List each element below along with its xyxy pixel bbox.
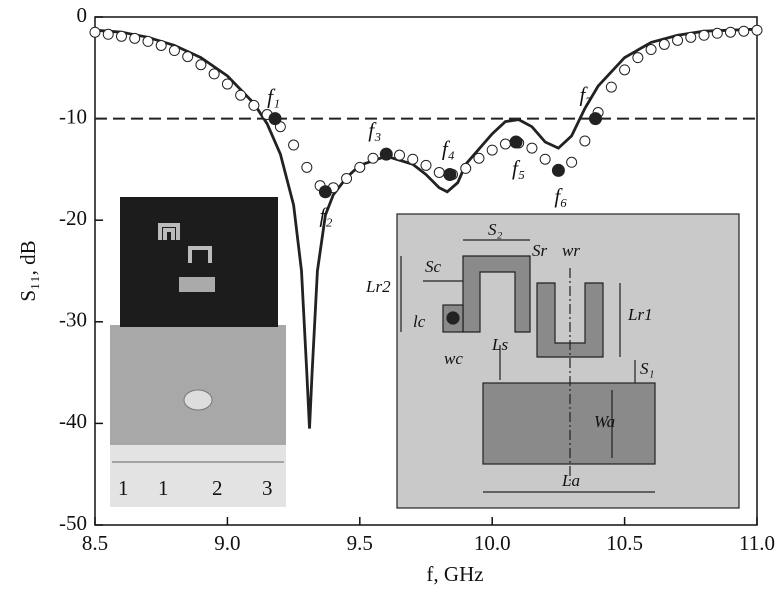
frequency-label: f₇	[579, 82, 592, 106]
frequency-point	[380, 148, 393, 161]
data-point	[487, 145, 497, 155]
y-tick-label: -40	[59, 409, 87, 433]
frequency-point	[589, 112, 602, 125]
data-point	[474, 153, 484, 163]
frequency-point	[319, 185, 332, 198]
data-point	[686, 32, 696, 42]
frequency-label: f₆	[554, 184, 567, 208]
diagram-label: S₂	[488, 220, 503, 239]
data-point	[726, 27, 736, 37]
photo-patch	[179, 277, 215, 292]
data-point	[712, 28, 722, 38]
patch	[483, 383, 655, 464]
data-point	[434, 167, 444, 177]
diagram-label: Wa	[594, 412, 615, 431]
data-point	[183, 52, 193, 62]
frequency-point	[269, 112, 282, 125]
diagram-label: Sc	[425, 257, 442, 276]
data-point	[395, 150, 405, 160]
data-point	[289, 140, 299, 150]
data-point	[739, 26, 749, 36]
diagram-label: Lr2	[365, 277, 391, 296]
data-point	[633, 53, 643, 63]
x-tick-label: 9.0	[214, 531, 240, 555]
data-point	[659, 39, 669, 49]
x-tick-label: 10.5	[606, 531, 643, 555]
data-point	[646, 45, 656, 55]
y-tick-label: -30	[59, 308, 87, 332]
data-point	[421, 160, 431, 170]
diagram-label: lc	[413, 312, 426, 331]
y-axis-label: S₁₁, dB	[16, 240, 40, 301]
data-point	[156, 40, 166, 50]
diagram-label: wc	[444, 349, 463, 368]
photo-ruler	[110, 445, 286, 507]
frequency-point	[552, 164, 565, 177]
diagram-label: S₁	[640, 359, 654, 378]
data-point	[249, 100, 259, 110]
data-point	[606, 82, 616, 92]
data-point	[342, 174, 352, 184]
y-tick-label: -20	[59, 206, 87, 230]
data-point	[620, 65, 630, 75]
photo-board	[120, 197, 278, 327]
photo-hole	[184, 390, 212, 410]
y-tick-label: 0	[77, 3, 88, 27]
data-point	[368, 153, 378, 163]
diagram-label: Ls	[491, 335, 508, 354]
data-point	[302, 162, 312, 172]
x-tick-label: 9.5	[347, 531, 373, 555]
data-point	[130, 33, 140, 43]
data-point	[500, 139, 510, 149]
diagram-label: La	[561, 471, 580, 490]
data-point	[355, 162, 365, 172]
data-point	[143, 36, 153, 46]
via	[447, 312, 459, 324]
data-point	[461, 163, 471, 173]
data-point	[236, 90, 246, 100]
data-point	[222, 79, 232, 89]
data-point	[196, 60, 206, 70]
data-point	[103, 29, 113, 39]
data-point	[408, 154, 418, 164]
ruler-label: 2	[212, 476, 223, 500]
x-axis-label: f, GHz	[426, 562, 483, 586]
frequency-point	[510, 135, 523, 148]
x-tick-label: 11.0	[739, 531, 775, 555]
x-tick-label: 10.0	[474, 531, 511, 555]
frequency-label: f₁	[267, 84, 280, 108]
frequency-point	[443, 168, 456, 181]
data-point	[567, 157, 577, 167]
frequency-label: f₂	[319, 204, 332, 228]
diagram-label: Sr	[532, 241, 548, 260]
data-point	[673, 35, 683, 45]
diagram-label: wr	[562, 241, 580, 260]
data-point	[580, 136, 590, 146]
ruler-label: 1	[158, 476, 169, 500]
data-point	[752, 25, 762, 35]
frequency-label: f₄	[442, 136, 455, 160]
y-tick-label: -50	[59, 511, 87, 535]
photo-metal	[110, 325, 286, 447]
ruler-label: 1	[118, 476, 129, 500]
data-point	[90, 27, 100, 37]
data-point	[209, 69, 219, 79]
chart: 1 1 2 3 S₂ Sc Sr wr Lr2 lc wc Ls Lr1 S₁ …	[0, 0, 778, 591]
data-point	[169, 46, 179, 56]
data-point	[699, 30, 709, 40]
frequency-label: f₅	[512, 156, 525, 180]
y-tick-label: -10	[59, 104, 87, 128]
photo-inset: 1 1 2 3	[110, 197, 286, 507]
data-point	[527, 143, 537, 153]
diagram-label: Lr1	[627, 305, 653, 324]
frequency-label: f₃	[368, 118, 381, 142]
data-point	[116, 31, 126, 41]
data-point	[540, 154, 550, 164]
ruler-label: 3	[262, 476, 273, 500]
diagram-inset: S₂ Sc Sr wr Lr2 lc wc Ls Lr1 S₁ Wa La	[365, 214, 739, 508]
